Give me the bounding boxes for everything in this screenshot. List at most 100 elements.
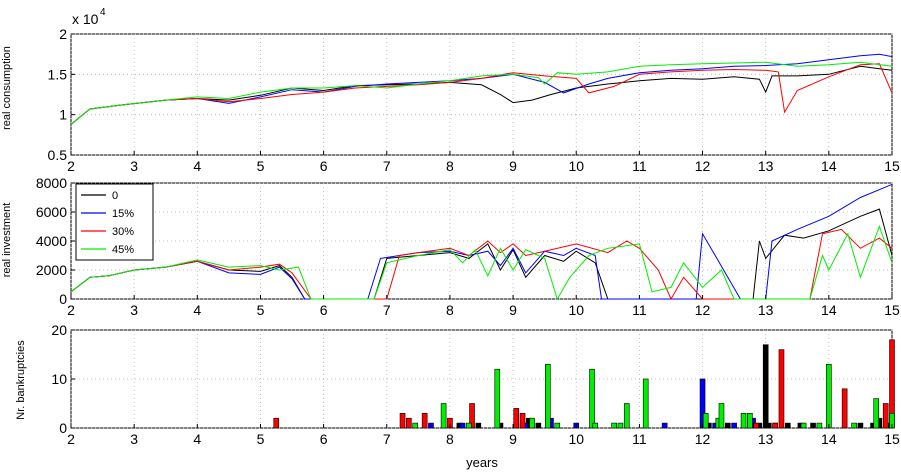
bar (406, 417, 412, 429)
consumption-y-label: real consumption (1, 46, 13, 130)
y-tick-label: 6000 (36, 204, 67, 220)
bar (428, 422, 434, 429)
x-tick-label: 6 (320, 431, 328, 447)
consumption-y-exponent-power: 4 (100, 7, 106, 18)
y-tick-label: 1 (59, 107, 67, 123)
series-line (70, 53, 893, 125)
x-tick-label: 7 (383, 431, 391, 447)
bar (623, 403, 630, 429)
y-tick-label: 0.5 (48, 147, 68, 163)
bar (810, 422, 816, 429)
bar (762, 344, 769, 429)
x-tick-label: 4 (193, 431, 201, 447)
y-tick-label: 8000 (36, 175, 67, 191)
bar (740, 412, 747, 429)
bar (753, 422, 760, 429)
x-tick-label: 9 (509, 302, 517, 318)
bankruptcies-ticks: 2 3 4 5 6 7 8 9 10 11 12 13 14 15 0 10 20 (51, 322, 900, 447)
bar (857, 422, 864, 429)
x-tick-label: 12 (695, 158, 711, 174)
bar (642, 378, 649, 429)
consumption-series (70, 53, 893, 125)
series-line (70, 183, 893, 300)
x-tick-label: 11 (632, 158, 647, 174)
bar (851, 422, 857, 429)
x-tick-label: 10 (568, 431, 584, 447)
y-tick-label: 4000 (36, 233, 67, 249)
series-line (70, 61, 893, 125)
x-tick-label: 9 (509, 431, 517, 447)
consumption-panel: 2 3 4 5 6 7 8 9 10 11 12 13 14 15 0.5 1 1.5 2 real consum… (1, 7, 900, 174)
consumption-y-exponent: x 10 (72, 11, 99, 27)
consumption-ticks: 2 3 4 5 6 7 8 9 10 11 12 13 14 15 0.5 1 1.5 2 (48, 26, 900, 174)
x-tick-label: 7 (383, 302, 391, 318)
x-tick-label: 3 (130, 302, 138, 318)
bar (469, 403, 475, 429)
investment-grid (70, 182, 893, 300)
investment-panel: 2 3 4 5 6 7 8 9 10 11 12 13 14 15 0 2000 4000 6000 8000 re… (1, 175, 900, 318)
bar (778, 349, 785, 429)
x-tick-label: 11 (632, 431, 647, 447)
bar (412, 422, 418, 429)
y-tick-label: 0 (59, 291, 67, 307)
y-tick-label: 20 (51, 322, 67, 338)
x-tick-label: 2 (67, 431, 75, 447)
x-tick-label: 14 (821, 158, 837, 174)
bankruptcies-series (273, 339, 895, 429)
y-tick-label: 2000 (36, 262, 67, 278)
legend-box (75, 183, 154, 261)
bar (466, 422, 472, 429)
x-tick-label: 15 (884, 302, 900, 318)
investment-plot-frame (70, 182, 893, 300)
bar (702, 412, 709, 429)
x-axis-label: years (466, 455, 498, 470)
y-tick-label: 2 (59, 26, 67, 42)
bar (494, 368, 501, 429)
x-tick-label: 2 (67, 158, 75, 174)
bar (772, 422, 778, 429)
bar (475, 422, 482, 429)
x-tick-label: 3 (130, 158, 138, 174)
investment-series (70, 183, 893, 301)
bankruptcies-panel: 2 3 4 5 6 7 8 9 10 11 12 13 14 15 0 10 20 Nr. bankruptci… (15, 322, 900, 470)
x-tick-label: 6 (320, 158, 328, 174)
x-tick-label: 6 (320, 302, 328, 318)
bar (816, 422, 823, 429)
x-tick-label: 5 (257, 431, 265, 447)
series-line (70, 63, 893, 125)
investment-y-label: real investment (1, 203, 13, 278)
bar (440, 403, 447, 429)
bar (592, 422, 598, 429)
x-tick-label: 13 (758, 431, 774, 447)
bar (545, 363, 551, 429)
bar (617, 422, 624, 429)
bar (826, 363, 832, 429)
investment-legend: 0 15% 30% 45% (75, 183, 154, 261)
x-tick-label: 13 (758, 158, 774, 174)
bar (554, 422, 561, 429)
series-line (70, 225, 893, 301)
bar (800, 422, 807, 429)
bar (661, 422, 668, 429)
bar (724, 422, 731, 429)
bar (519, 412, 526, 429)
bar (459, 422, 466, 429)
series-line (70, 208, 893, 300)
x-tick-label: 14 (821, 431, 837, 447)
x-tick-label: 8 (446, 302, 454, 318)
series-line (70, 65, 893, 125)
x-tick-label: 8 (446, 431, 454, 447)
bar (589, 368, 595, 429)
x-tick-label: 13 (758, 302, 774, 318)
x-tick-label: 8 (446, 158, 454, 174)
bankruptcies-plot-frame (70, 329, 893, 429)
x-tick-label: 11 (632, 302, 647, 318)
y-tick-label: 10 (51, 371, 67, 387)
x-tick-label: 9 (509, 158, 517, 174)
x-tick-label: 4 (193, 302, 201, 318)
legend-label: 30% (112, 226, 134, 238)
x-tick-label: 10 (568, 158, 584, 174)
bar (841, 388, 848, 429)
legend-label: 0 (112, 190, 118, 202)
